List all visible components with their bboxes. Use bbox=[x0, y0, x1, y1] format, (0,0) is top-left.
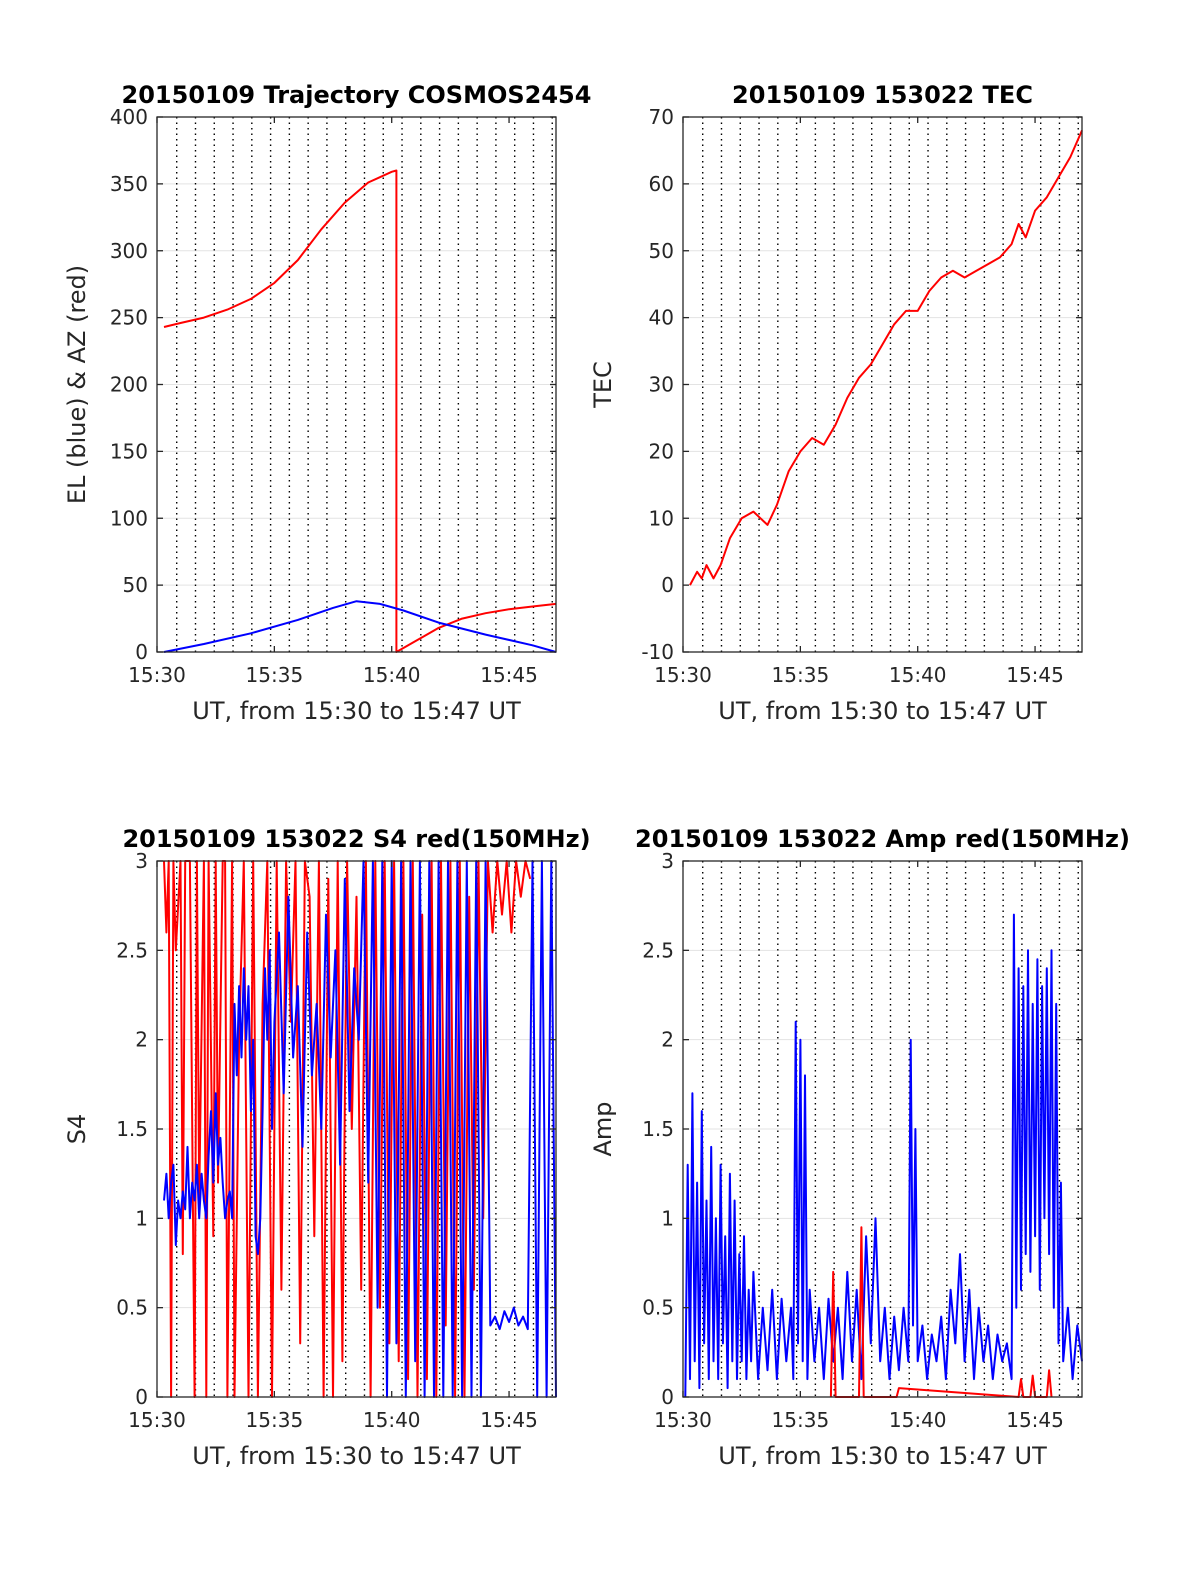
x-tick-label: 15:35 bbox=[772, 1408, 830, 1432]
y-tick-label: 30 bbox=[649, 373, 674, 397]
chart-title: 20150109 153022 S4 red(150MHz) bbox=[122, 825, 590, 853]
y-tick-label: 200 bbox=[110, 373, 148, 397]
x-axis-label: UT, from 15:30 to 15:47 UT bbox=[192, 1442, 521, 1470]
series-line-el bbox=[163, 600, 557, 653]
chart-panel-2: -10 0 10 20 30 40 50 60 70 15:30 15:35 15:40 15:45 20… bbox=[589, 81, 1083, 725]
x-tick-label: 15:30 bbox=[128, 663, 186, 687]
series-line-az bbox=[163, 169, 557, 653]
y-tick-label: 20 bbox=[649, 439, 674, 463]
y-tick-label: 2 bbox=[135, 1028, 148, 1052]
y-axis-label: Amp bbox=[589, 1101, 617, 1156]
y-tick-label: 350 bbox=[110, 172, 148, 196]
y-tick-label: 0.5 bbox=[116, 1296, 148, 1320]
x-tick-label: 15:30 bbox=[128, 1408, 186, 1432]
chart-title: 20150109 Trajectory COSMOS2454 bbox=[122, 81, 592, 109]
x-tick-label: 15:45 bbox=[1006, 663, 1064, 687]
y-tick-label: 70 bbox=[649, 105, 674, 129]
x-tick-label: 15:40 bbox=[889, 663, 947, 687]
x-tick-label: 15:45 bbox=[1006, 1408, 1064, 1432]
x-tick-label: 15:45 bbox=[480, 663, 538, 687]
y-tick-label: 1 bbox=[135, 1206, 148, 1230]
y-tick-label: 2.5 bbox=[642, 938, 674, 962]
y-tick-label: 2.5 bbox=[116, 938, 148, 962]
series-line-s4-blue bbox=[163, 860, 557, 1398]
x-tick-label: 15:35 bbox=[246, 663, 304, 687]
y-tick-label: 300 bbox=[110, 239, 148, 263]
y-tick-label: 40 bbox=[649, 306, 674, 330]
y-tick-label: 1 bbox=[661, 1206, 674, 1230]
y-axis-label: EL (blue) & AZ (red) bbox=[63, 265, 91, 504]
chart-title: 20150109 153022 TEC bbox=[732, 81, 1033, 109]
y-tick-label: 60 bbox=[649, 172, 674, 196]
y-tick-label: -10 bbox=[641, 640, 674, 664]
x-tick-label: 15:40 bbox=[889, 1408, 947, 1432]
y-tick-label: 10 bbox=[649, 506, 674, 530]
chart-title: 20150109 153022 Amp red(150MHz) bbox=[635, 825, 1130, 853]
y-tick-label: 1.5 bbox=[642, 1117, 674, 1141]
y-tick-label: 400 bbox=[110, 105, 148, 129]
x-axis-label: UT, from 15:30 to 15:47 UT bbox=[718, 697, 1047, 725]
x-tick-label: 15:40 bbox=[363, 663, 421, 687]
y-axis-label: S4 bbox=[63, 1114, 91, 1145]
y-tick-label: 2 bbox=[661, 1028, 674, 1052]
y-tick-label: 0 bbox=[661, 573, 674, 597]
chart-panel-1: 0 50 100 150 200 250 300 350 400 15:30 15:35 15:40 1… bbox=[63, 81, 591, 725]
series-line-tec bbox=[689, 129, 1083, 586]
x-tick-label: 15:45 bbox=[480, 1408, 538, 1432]
y-tick-label: 1.5 bbox=[116, 1117, 148, 1141]
chart-panel-4: 0 0.5 1 1.5 2 2.5 3 15:30 15:35 15:40 15:45 2015010… bbox=[589, 825, 1130, 1470]
x-tick-label: 15:35 bbox=[772, 663, 830, 687]
x-tick-label: 15:40 bbox=[363, 1408, 421, 1432]
y-tick-label: 50 bbox=[123, 573, 148, 597]
y-tick-label: 0 bbox=[135, 640, 148, 664]
y-axis-label: TEC bbox=[589, 361, 617, 409]
x-tick-label: 15:35 bbox=[246, 1408, 304, 1432]
y-tick-label: 0 bbox=[135, 1385, 148, 1409]
chart-panel-3: 0 0.5 1 1.5 2 2.5 3 15:30 15:35 15:40 15:45 2015010… bbox=[63, 825, 591, 1470]
x-axis-label: UT, from 15:30 to 15:47 UT bbox=[192, 697, 521, 725]
y-tick-label: 50 bbox=[649, 239, 674, 263]
y-tick-label: 3 bbox=[135, 849, 148, 873]
y-tick-label: 100 bbox=[110, 506, 148, 530]
y-tick-label: 0 bbox=[661, 1385, 674, 1409]
y-tick-label: 0.5 bbox=[642, 1296, 674, 1320]
y-tick-label: 150 bbox=[110, 439, 148, 463]
y-tick-label: 250 bbox=[110, 306, 148, 330]
series-line-amp-blue bbox=[684, 913, 1083, 1398]
x-axis-label: UT, from 15:30 to 15:47 UT bbox=[718, 1442, 1047, 1470]
x-tick-label: 15:30 bbox=[654, 1408, 712, 1432]
x-tick-label: 15:30 bbox=[654, 663, 712, 687]
y-tick-label: 3 bbox=[661, 849, 674, 873]
